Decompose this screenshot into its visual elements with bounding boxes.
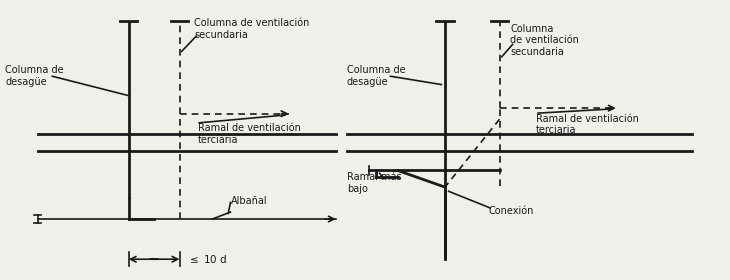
Text: Columna de ventilación
secundaria: Columna de ventilación secundaria <box>194 18 310 40</box>
Text: Columna de
desagüe: Columna de desagüe <box>5 66 64 87</box>
Text: Ramal más
bajo: Ramal más bajo <box>347 172 402 194</box>
Text: Columna
de ventilación
secundaria: Columna de ventilación secundaria <box>510 24 580 57</box>
Text: Albañal: Albañal <box>231 196 267 206</box>
Text: Ramal de ventilación
terciaria: Ramal de ventilación terciaria <box>198 123 301 145</box>
Text: $\leq$ 10 d: $\leq$ 10 d <box>187 253 227 265</box>
Text: Columna de
desagüe: Columna de desagüe <box>347 66 405 87</box>
Text: Ramal de ventilación
terciaria: Ramal de ventilación terciaria <box>536 114 639 135</box>
Text: Conexión: Conexión <box>488 206 534 216</box>
